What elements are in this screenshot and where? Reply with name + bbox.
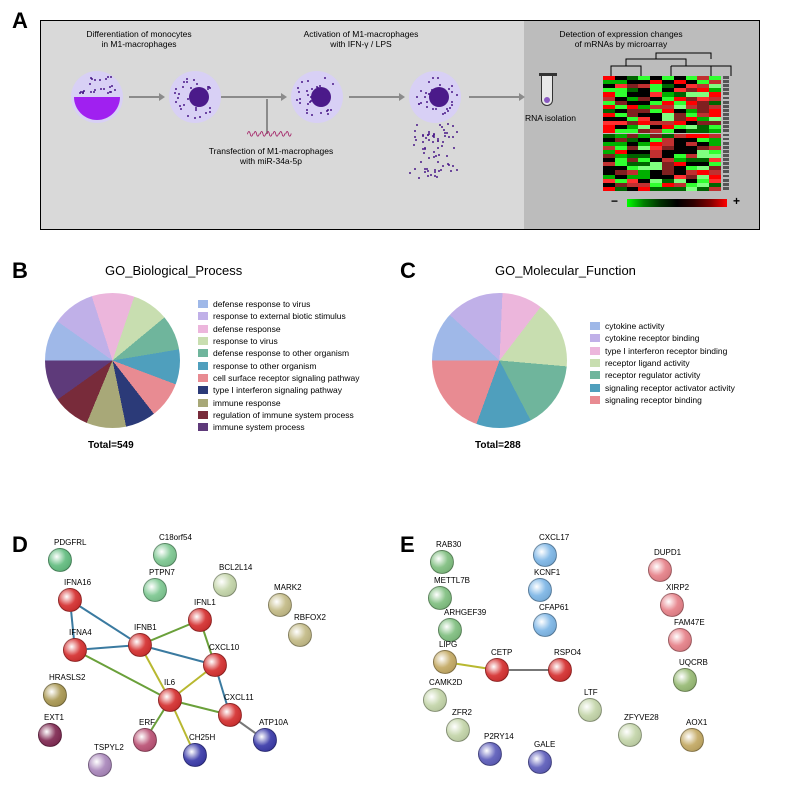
scalebar-plus: + [733,194,740,208]
arrow-3 [349,96,399,98]
label-d: D [12,532,28,558]
mirna-wavy: ∿∿∿∿∿∿∿ [246,129,291,140]
stage2-title: Transfection of M1-macrophageswith miR-3… [201,146,341,166]
label-a: A [12,8,28,34]
pie-c-title: GO_Molecular_Function [495,263,636,278]
arrow-1 [129,96,159,98]
pie-b-total: Total=549 [88,440,134,451]
stage1-title: Differentiation of monocytesin M1-macrop… [69,29,209,49]
pie-b [45,293,180,428]
testtube-icon [541,76,553,106]
pie-c-total: Total=288 [475,440,521,451]
legend-b: defense response to virusresponse to ext… [198,298,359,433]
scalebar-minus: − [611,194,618,208]
pie-c [432,293,567,428]
pie-b-title: GO_Biological_Process [105,263,242,278]
heatmap [603,76,721,191]
rna-label: RNA isolation [523,113,578,123]
stage4-title: Detection of expression changesof mRNAs … [541,29,701,49]
panel-a-container: Differentiation of monocytesin M1-macrop… [40,20,760,230]
label-e: E [400,532,415,558]
stage3-title: Activation of M1-macrophageswith IFN-γ /… [291,29,431,49]
label-b: B [12,258,28,284]
arrow-2 [221,96,281,98]
arrow-4 [469,96,519,98]
legend-c: cytokine activitycytokine receptor bindi… [590,320,735,406]
dendrogram [601,51,741,76]
heatmap-rowbar [723,76,729,191]
scalebar [627,199,727,207]
label-c: C [400,258,416,284]
